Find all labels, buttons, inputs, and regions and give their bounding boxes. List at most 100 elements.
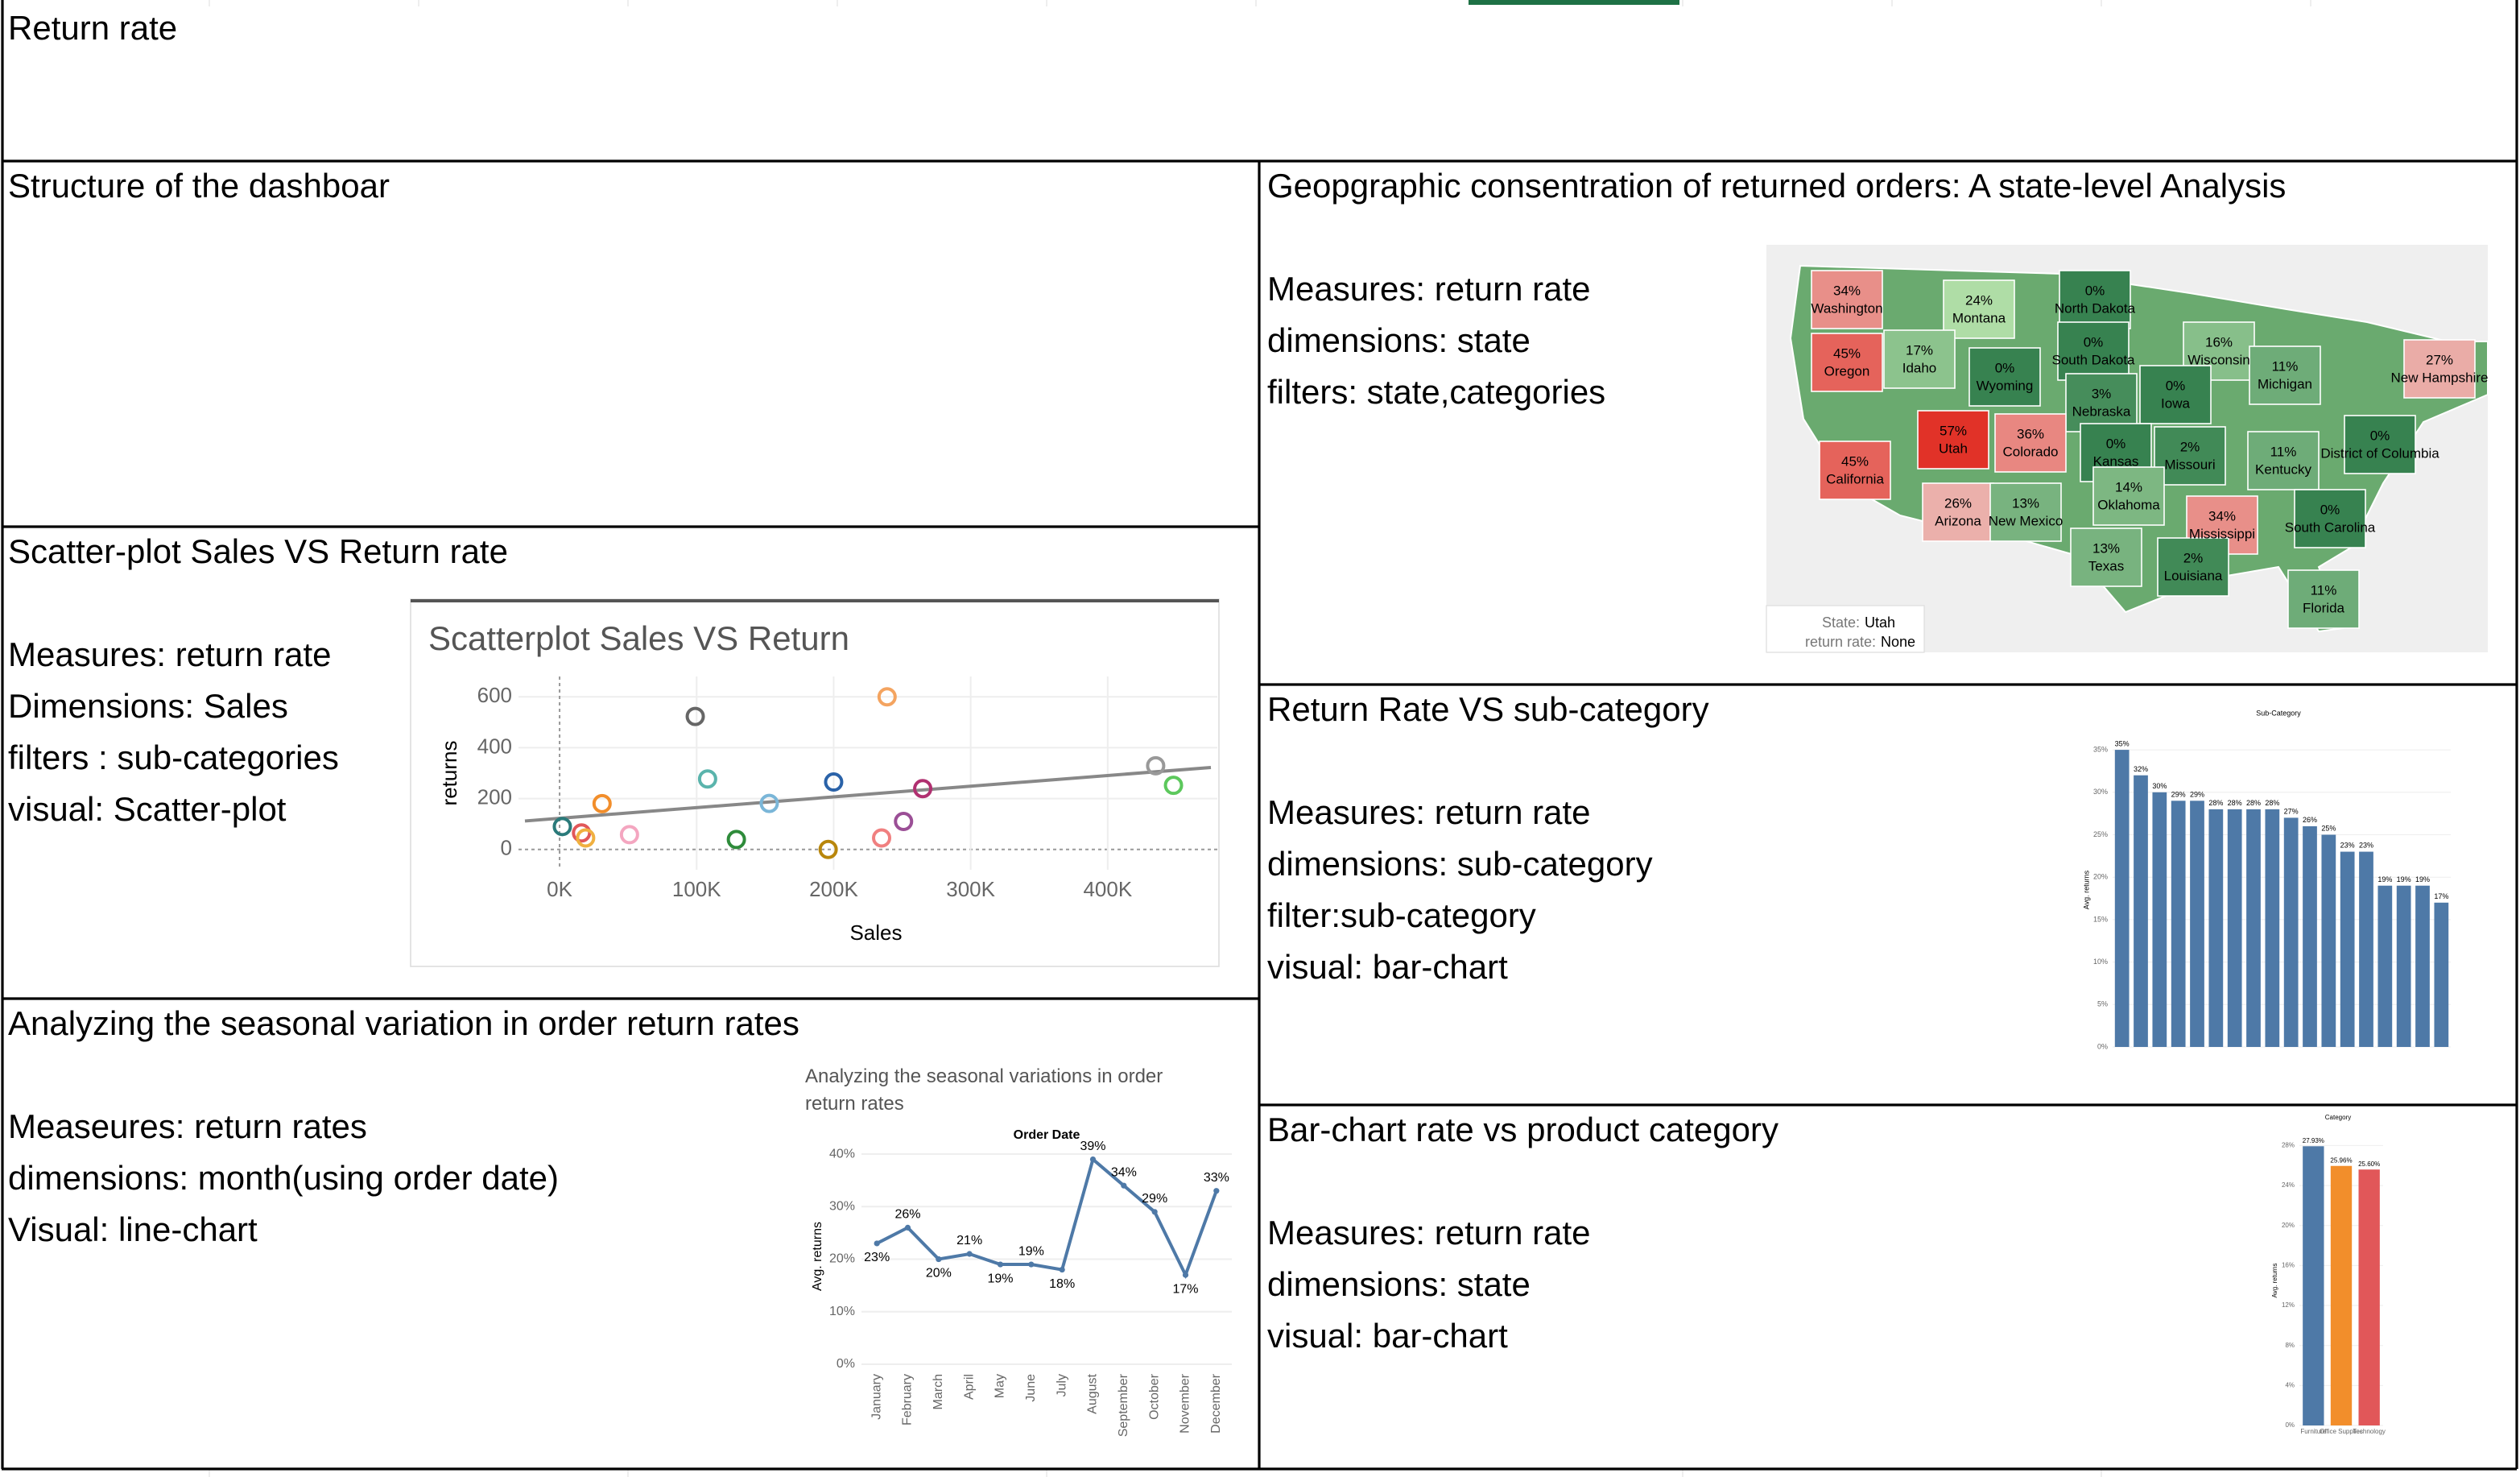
- data-label: 29%: [2190, 790, 2204, 798]
- data-label: 26%: [894, 1208, 920, 1222]
- data-label: 30%: [2152, 782, 2167, 790]
- state-name: Florida: [2303, 600, 2345, 615]
- line-point: [904, 1224, 911, 1231]
- sheet-title: Return rate: [8, 9, 177, 47]
- line-point: [997, 1261, 1004, 1268]
- state-value-label: 26%: [1944, 495, 1972, 511]
- state-name: Louisiana: [2164, 568, 2223, 583]
- state-name: Montana: [1952, 310, 2006, 325]
- state-value-label: 0%: [1995, 360, 2015, 375]
- chart-title: Analyzing the seasonal variations in ord…: [805, 1065, 1163, 1115]
- data-label: 19%: [2377, 875, 2392, 883]
- state-name: Nebraska: [2072, 403, 2131, 419]
- state-name: South Dakota: [2051, 352, 2135, 367]
- y-tick-label: 30%: [2093, 788, 2108, 796]
- x-axis-label: Sales: [849, 921, 902, 945]
- state-value-label: 57%: [1940, 423, 1967, 438]
- y-tick-label: 28%: [2282, 1142, 2295, 1149]
- scatter-point: [872, 828, 892, 848]
- data-label: 26%: [2303, 816, 2317, 824]
- cell-line: visual: Scatter-plot: [8, 790, 287, 828]
- data-label: 23%: [864, 1251, 890, 1264]
- line-chart: Analyzing the seasonal variations in ord…: [805, 1065, 1232, 1437]
- state-value-label: 14%: [2115, 479, 2142, 494]
- x-tick-label: 200K: [809, 877, 858, 901]
- state-name: Michigan: [2258, 376, 2312, 391]
- bar: [2114, 750, 2130, 1047]
- scatter-point: [913, 779, 933, 799]
- bar: [2303, 1146, 2324, 1425]
- line-point: [1028, 1261, 1035, 1268]
- scatter-chart: Scatterplot Sales VS Return 0 200 400 600 0K 1…: [410, 598, 1220, 967]
- state-name: Oregon: [1824, 363, 1870, 379]
- state-value-label: 34%: [1833, 283, 1861, 298]
- y-tick-label: 20%: [2093, 873, 2108, 881]
- cell-title: Structure of the dashboar: [8, 167, 390, 205]
- data-label: 28%: [2246, 799, 2261, 807]
- state-value-label: 0%: [2320, 502, 2340, 517]
- bar: [2227, 809, 2242, 1047]
- cell-line: dimensions: sub-category: [1267, 845, 1653, 883]
- state-value-label: 0%: [2085, 283, 2105, 298]
- cell-line: dimensions: state: [1267, 321, 1531, 359]
- y-tick-label: 20%: [829, 1252, 855, 1266]
- y-tick-label: 5%: [2097, 1000, 2108, 1008]
- line-point: [1121, 1182, 1127, 1189]
- state-name: New Mexico: [1989, 513, 2064, 528]
- bar: [2283, 817, 2299, 1047]
- bar-chart: Sub-Category 0% 5% 10% 15% 20% 25% 30% 35% Avg. r…: [2082, 709, 2451, 1050]
- state-value-label: 45%: [1833, 345, 1861, 361]
- state-name: Wisconsin: [2187, 352, 2249, 367]
- x-tick-label: April: [962, 1374, 976, 1400]
- y-axis-label: Avg. returns: [2082, 870, 2090, 909]
- state-value-label: 11%: [2270, 444, 2297, 459]
- cell-title: Scatter-plot Sales VS Return rate: [8, 532, 508, 570]
- x-tick-label: September: [1117, 1373, 1130, 1437]
- state-value-label: 45%: [1841, 453, 1869, 469]
- trend-line: [524, 765, 1212, 823]
- scatter-point: [1163, 776, 1184, 796]
- y-tick-label: 400: [477, 734, 512, 758]
- cell-line: filters: state,categories: [1267, 373, 1605, 411]
- cell-line: filters : sub-categories: [8, 738, 339, 776]
- state: [2092, 466, 2165, 526]
- data-label: 28%: [2265, 799, 2279, 807]
- scatter-point: [1146, 755, 1166, 776]
- state-value-label: 0%: [2166, 378, 2186, 393]
- bar: [2208, 809, 2224, 1047]
- bar: [2190, 801, 2204, 1047]
- tooltip: [1766, 605, 1925, 653]
- state-map: 34% Washington 24% Montana 0% North Dakota 45%…: [1766, 245, 2489, 653]
- state: [2294, 489, 2366, 548]
- data-label: 19%: [1018, 1244, 1044, 1258]
- y-tick-label: 16%: [2282, 1261, 2295, 1268]
- cell-line: dimensions: month(using order date): [8, 1159, 559, 1197]
- data-label: 17%: [2434, 892, 2448, 900]
- state-value-label: 0%: [2106, 436, 2126, 451]
- tooltip-key: State:: [1822, 614, 1860, 631]
- data-label: 20%: [926, 1267, 952, 1280]
- x-tick-label: February: [901, 1374, 915, 1425]
- bar: [2396, 885, 2411, 1047]
- state-name: New Hampshire: [2391, 370, 2489, 385]
- y-tick-label: 15%: [2093, 915, 2108, 923]
- state: [2057, 321, 2130, 381]
- data-label: 35%: [2115, 739, 2130, 747]
- state: [1917, 410, 1989, 470]
- state-name: Washington: [1811, 300, 1882, 316]
- y-tick-label: 0%: [2285, 1421, 2295, 1429]
- data-label: 34%: [1111, 1165, 1137, 1179]
- scatter-point: [572, 823, 592, 843]
- state-name: Arizona: [1935, 513, 1981, 528]
- cell-line: filter:sub-category: [1267, 896, 1536, 934]
- data-label: 29%: [1142, 1192, 1167, 1206]
- line-point: [1059, 1266, 1065, 1273]
- chart-title: Sub-Category: [2256, 709, 2301, 717]
- state-name: Wyoming: [1977, 378, 2034, 393]
- data-label: 33%: [1204, 1171, 1229, 1185]
- state-value-label: 16%: [2205, 334, 2233, 350]
- sheet-gridlines: [209, 0, 2311, 1477]
